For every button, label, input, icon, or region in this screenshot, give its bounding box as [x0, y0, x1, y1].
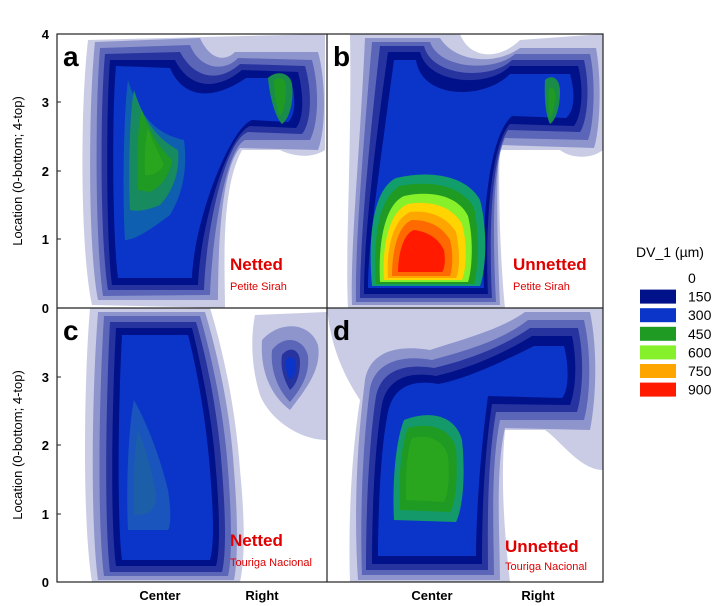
y-tick-label: 3 [42, 370, 49, 385]
legend-title: DV_1 (µm) [636, 244, 704, 260]
y-tick-label: 0 [42, 575, 49, 590]
legend-swatch-600 [640, 345, 676, 360]
panel-d [327, 308, 603, 582]
x-tick-label-center-right: Center [411, 588, 452, 603]
panel-letter-d: d [333, 315, 350, 346]
legend-label-900: 900 [688, 382, 712, 398]
treatment-label: Netted [230, 531, 283, 550]
legend-items: 0 150 300 450 600 750 900 [640, 270, 712, 398]
panel-b [327, 34, 603, 308]
y-tick-label: 2 [42, 438, 49, 453]
panel-letters: a b c d [63, 41, 350, 346]
treatment-label: Unnetted [505, 537, 579, 556]
legend-swatch-300 [640, 308, 676, 323]
panel-letter-c: c [63, 315, 79, 346]
x-tick-label-right-left: Right [245, 588, 279, 603]
y-tick-labels: 4 3 2 1 0 3 2 1 0 [42, 27, 50, 590]
legend-swatch-750 [640, 364, 676, 378]
legend: DV_1 (µm) 0 150 300 450 600 750 900 [636, 244, 712, 398]
y-tick-label: 1 [42, 507, 49, 522]
panel-letter-a: a [63, 41, 79, 72]
cultivar-label: Touriga Nacional [230, 557, 312, 569]
x-tick-label-center-left: Center [139, 588, 180, 603]
y-tick-label: 0 [42, 301, 49, 316]
legend-label-300: 300 [688, 307, 712, 323]
y-tick-label: 3 [42, 95, 49, 110]
panel-letter-b: b [333, 41, 350, 72]
y-tick-label: 4 [42, 27, 50, 42]
legend-label-600: 600 [688, 344, 712, 360]
x-tick-label-right-right: Right [521, 588, 555, 603]
panel-annotations: Netted Petite Sirah Unnetted Petite Sira… [230, 255, 587, 573]
panel-c [57, 308, 327, 582]
legend-label-750: 750 [688, 363, 712, 379]
y-axis-label-bottom: Location (0-bottom; 4-top) [10, 370, 25, 520]
legend-label-450: 450 [688, 326, 712, 342]
legend-swatch-900 [640, 382, 676, 397]
y-tick-marks [57, 33, 61, 583]
cultivar-label: Petite Sirah [513, 281, 570, 293]
legend-swatch-450 [640, 326, 676, 341]
treatment-label: Unnetted [513, 255, 587, 274]
legend-label-150: 150 [688, 289, 712, 305]
cultivar-label: Touriga Nacional [505, 561, 587, 573]
panel-a [57, 34, 327, 308]
treatment-label: Netted [230, 255, 283, 274]
y-axis-label-top: Location (0-bottom; 4-top) [10, 96, 25, 246]
y-tick-label: 1 [42, 232, 49, 247]
cultivar-label: Petite Sirah [230, 281, 287, 293]
legend-label-0: 0 [688, 270, 696, 286]
legend-swatch-150 [640, 289, 676, 304]
y-tick-label: 2 [42, 164, 49, 179]
x-tick-labels: Center Right Center Right [139, 588, 555, 603]
